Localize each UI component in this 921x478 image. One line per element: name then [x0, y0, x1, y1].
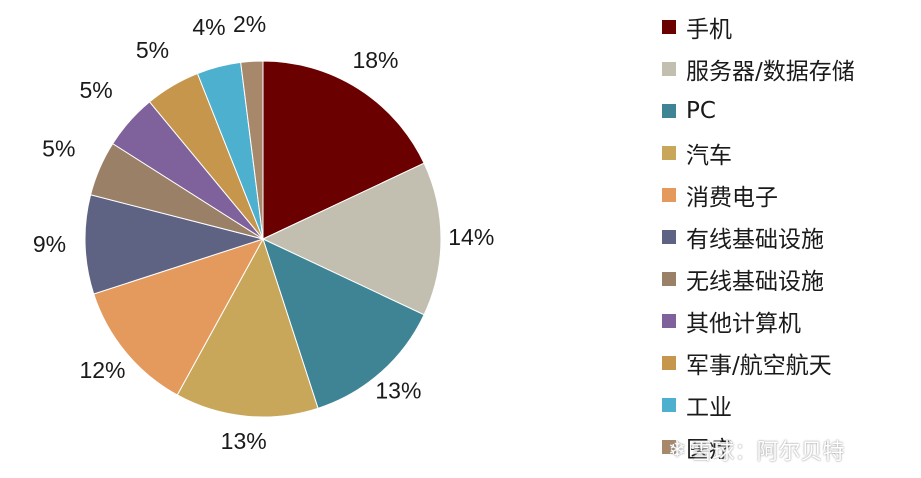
legend-swatch	[662, 440, 676, 454]
legend-label: 工业	[686, 395, 732, 421]
pie-percent-label: 5%	[79, 77, 112, 103]
pie-percent-label: 14%	[448, 224, 494, 250]
legend-swatch	[662, 62, 676, 76]
pie-slice	[93, 238, 265, 396]
legend-item: 其他计算机	[662, 300, 921, 342]
legend-label: 有线基础设施	[686, 227, 824, 253]
legend-swatch	[662, 146, 676, 160]
pie-slice	[262, 60, 425, 240]
pie-percent-label: 12%	[79, 357, 125, 383]
legend-swatch	[662, 314, 676, 328]
pie-slice	[261, 162, 442, 316]
legend-swatch	[662, 104, 676, 118]
legend-item: 消费电子	[662, 174, 921, 216]
snowball-logo-icon: ❄	[668, 437, 687, 463]
pie-slice	[262, 238, 425, 409]
legend-label: 消费电子	[686, 185, 778, 211]
legend-label: 医疗	[686, 437, 732, 463]
chart-legend: 手机服务器/数据存储 PC 汽车消费电子有线基础设施 无线基础设施 其他计算机军事/航空…	[662, 6, 921, 468]
watermark: ❄ 雪球：阿尔贝特	[668, 434, 844, 466]
legend-label: 无线基础设施	[686, 269, 824, 295]
legend-item: 军事/航空航天	[662, 342, 921, 384]
legend-label: 服务器/数据存储	[686, 59, 855, 85]
legend-item: PC	[662, 90, 921, 132]
pie-percent-label: 9%	[33, 231, 66, 257]
legend-item: 医疗	[662, 426, 921, 468]
pie-percent-label: 18%	[352, 47, 398, 73]
legend-label: 汽车	[686, 143, 732, 169]
pie-slice	[176, 237, 319, 418]
legend-label: PC	[686, 98, 716, 124]
legend-item: 工业	[662, 384, 921, 426]
legend-label: 手机	[686, 17, 732, 43]
pie-percent-label: 5%	[42, 136, 75, 162]
legend-label: 军事/航空航天	[686, 353, 832, 379]
pie-percent-label: 5%	[136, 37, 169, 63]
pie-percent-label: 4%	[192, 14, 225, 40]
legend-swatch	[662, 398, 676, 412]
legend-item: 有线基础设施	[662, 216, 921, 258]
pie-chart: 18% 14% 13% 13% 12% 9% 5% 5% 5% 4% 2%	[33, 11, 494, 454]
legend-item: 无线基础设施	[662, 258, 921, 300]
pie-slice	[84, 194, 265, 295]
legend-item: 手机	[662, 6, 921, 48]
pie-percent-label: 13%	[221, 428, 267, 454]
legend-label: 其他计算机	[686, 311, 801, 337]
legend-item: 服务器/数据存储	[662, 48, 921, 90]
legend-swatch	[662, 356, 676, 370]
legend-swatch	[662, 230, 676, 244]
pie-slice	[240, 60, 264, 240]
legend-swatch	[662, 188, 676, 202]
pie-percent-label: 2%	[233, 11, 266, 37]
pie-percent-label: 13%	[375, 378, 421, 404]
watermark-text: 雪球：阿尔贝特	[690, 440, 845, 465]
legend-item: 汽车	[662, 132, 921, 174]
legend-swatch	[662, 272, 676, 286]
legend-swatch	[662, 20, 676, 34]
